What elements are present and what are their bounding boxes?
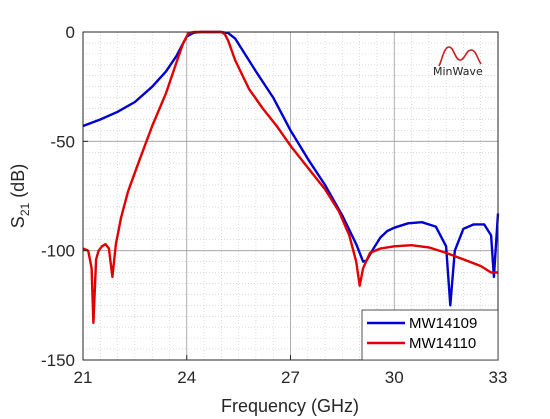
logo-text: MinWave — [433, 65, 483, 78]
y-axis-title-unit: (dB) — [8, 164, 28, 203]
y-axis-title-subscript: 21 — [18, 203, 32, 217]
y-tick-label: -50 — [50, 132, 75, 151]
legend-label-mw14109: MW14109 — [409, 315, 477, 332]
legend-label-mw14110: MW14110 — [409, 335, 476, 352]
series-layer — [82, 30, 500, 324]
x-tick-label: 30 — [385, 368, 404, 387]
minwave-logo: MinWave — [433, 46, 483, 78]
x-axis-title: Frequency (GHz) — [221, 396, 359, 416]
legend-box — [361, 309, 499, 361]
y-tick-label: -150 — [41, 351, 75, 370]
y-tick-label: -100 — [41, 242, 75, 261]
x-tick-label: 24 — [177, 368, 196, 387]
series-line-mw14110 — [82, 30, 498, 324]
legend: MW14109 MW14110 — [361, 309, 499, 361]
y-axis-title-main: S — [8, 216, 28, 228]
x-tick-label: 27 — [281, 368, 300, 387]
logo-wave-icon — [438, 46, 482, 67]
x-tick-label: 33 — [489, 368, 508, 387]
tick-labels: 21 24 27 30 33 0 -50 -100 -150 — [41, 23, 507, 387]
x-tick-label: 21 — [74, 368, 93, 387]
y-axis-title: S21 (dB) — [8, 164, 32, 228]
y-tick-label: 0 — [66, 23, 75, 42]
